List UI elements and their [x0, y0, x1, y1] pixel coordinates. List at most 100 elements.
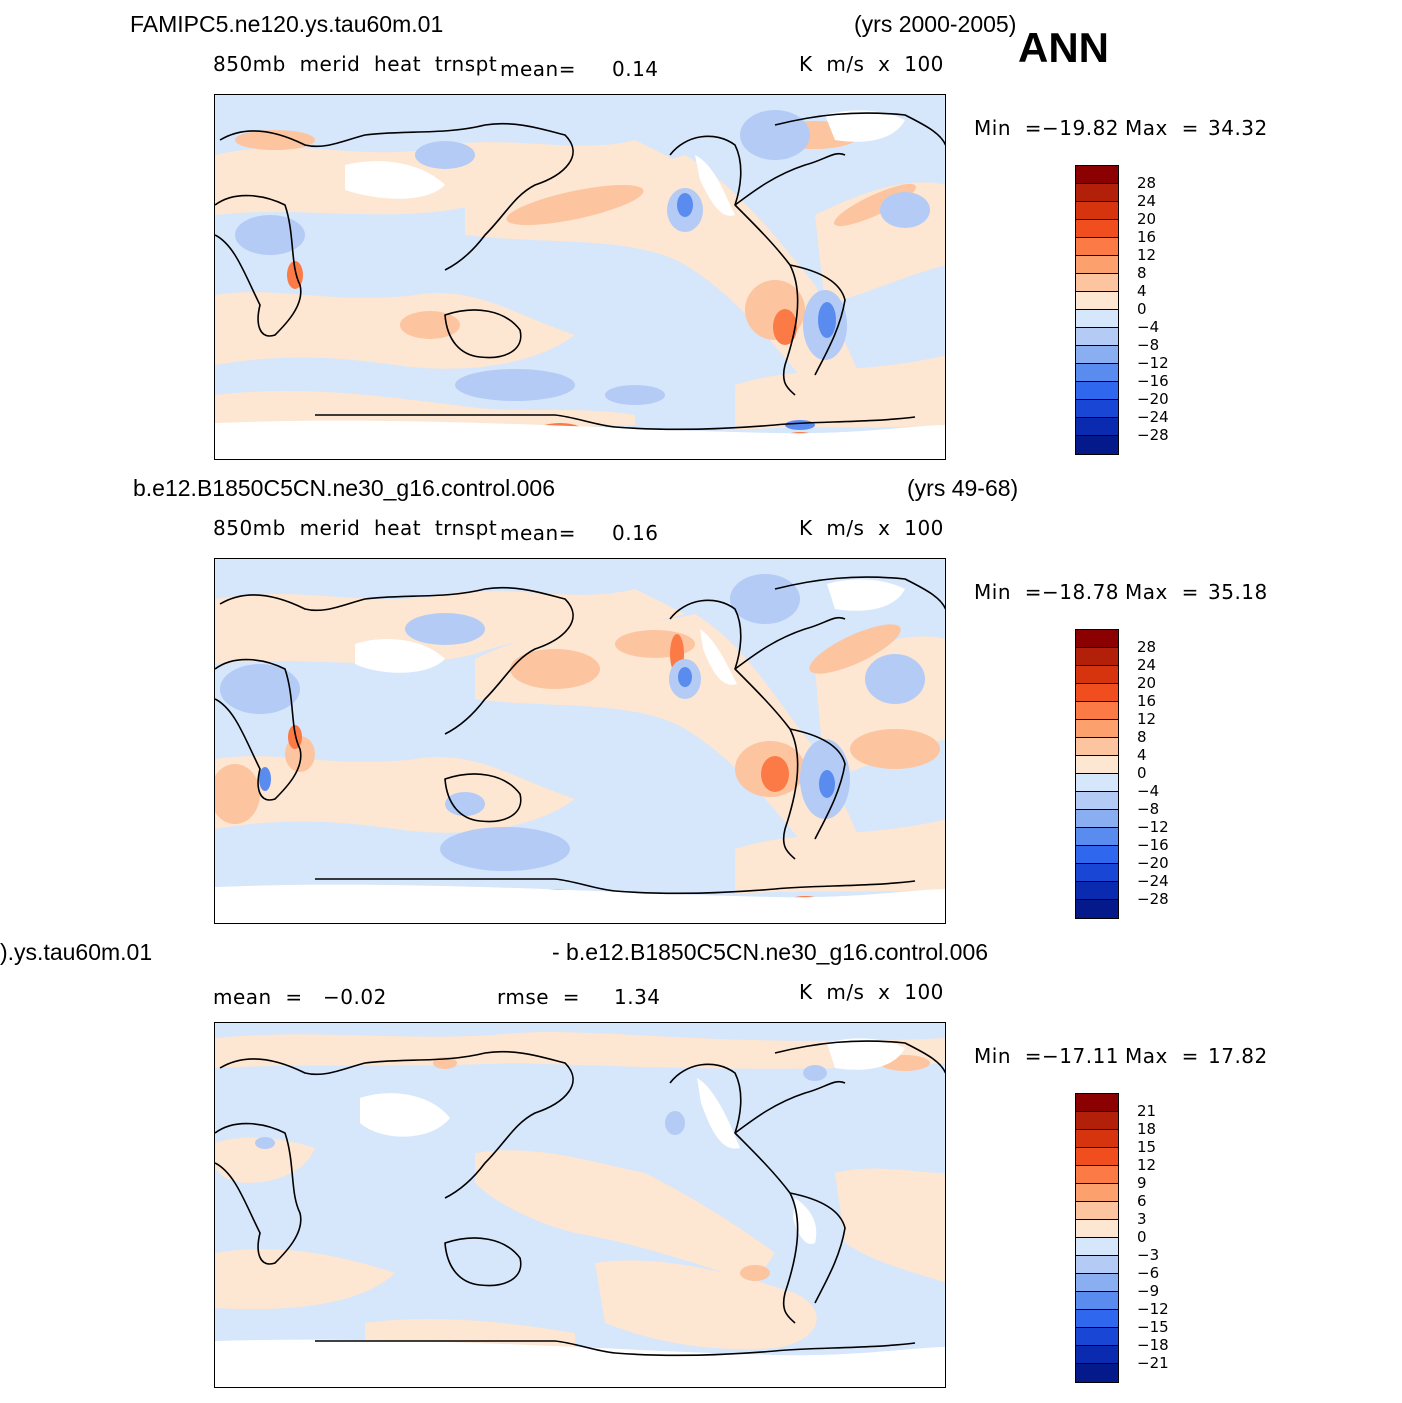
coastlines — [215, 1040, 945, 1357]
colorbar-swatch — [1076, 648, 1118, 666]
colorbar-label: −16 — [1137, 372, 1169, 390]
panel-middle-max-value: 35.18 — [1208, 580, 1268, 604]
colorbar-label: 24 — [1137, 656, 1157, 674]
colorbar-swatch — [1076, 792, 1118, 810]
colorbar-label: 4 — [1137, 282, 1147, 300]
colorbar-swatch — [1076, 864, 1118, 882]
colorbar-swatch — [1076, 738, 1118, 756]
panel-top-case-title: FAMIPC5.ne120.ys.tau60m.01 — [130, 11, 444, 37]
panel-bottom-rmse-value: 1.34 — [614, 985, 661, 1009]
panel-bottom-min-value: −17.11 — [1042, 1044, 1120, 1068]
colorbar-swatch — [1076, 238, 1118, 256]
negative-anomaly-regions — [235, 110, 930, 405]
colorbar-label: 3 — [1137, 1210, 1147, 1228]
colorbar-swatch — [1076, 810, 1118, 828]
colorbar-swatch — [1076, 1346, 1118, 1364]
panel-middle-map — [214, 558, 946, 924]
colorbar-swatch — [1076, 1184, 1118, 1202]
colorbar-label: −4 — [1137, 318, 1160, 336]
colorbar-label: −12 — [1137, 354, 1169, 372]
panel-bottom-case-b: - b.e12.B1850C5CN.ne30_g16.control.006 — [552, 939, 989, 965]
colorbar-label: 16 — [1137, 228, 1157, 246]
colorbar-swatch — [1076, 1274, 1118, 1292]
colorbar-swatch — [1076, 1256, 1118, 1274]
panel-bottom-units: K m/s x 100 — [799, 980, 944, 1004]
colorbar-label: −12 — [1137, 1300, 1169, 1318]
colorbar-swatch — [1076, 346, 1118, 364]
colorbar-label: −28 — [1137, 890, 1169, 908]
panel-top-colorbar — [1075, 165, 1119, 455]
panel-top-variable: 850mb merid heat trnspt — [213, 52, 498, 76]
negative-anomaly-regions — [220, 574, 925, 871]
panel-top-max-value: 34.32 — [1208, 116, 1268, 140]
missing-data-regions — [215, 1038, 945, 1387]
colorbar-label: 20 — [1137, 674, 1157, 692]
panel-middle-min-label: Min = — [974, 580, 1042, 604]
colorbar-swatch — [1076, 1130, 1118, 1148]
panel-top-min-value: −19.82 — [1042, 116, 1120, 140]
colorbar-swatch — [1076, 900, 1118, 918]
colorbar-label: 28 — [1137, 638, 1157, 656]
colorbar-label: 12 — [1137, 1156, 1157, 1174]
panel-top-max-label: Max = — [1125, 116, 1199, 140]
panel-top-mean-value: 0.14 — [612, 57, 659, 81]
colorbar-label: 12 — [1137, 710, 1157, 728]
colorbar-swatch — [1076, 184, 1118, 202]
panel-bottom-max-label: Max = — [1125, 1044, 1199, 1068]
colorbar-label: −21 — [1137, 1354, 1169, 1372]
positive-anomaly-regions — [215, 1032, 945, 1355]
colorbar-label: 0 — [1137, 300, 1147, 318]
colorbar-swatch — [1076, 882, 1118, 900]
colorbar-swatch — [1076, 1112, 1118, 1130]
positive-anomaly-regions — [215, 589, 945, 894]
panel-bottom-min-label: Min = — [974, 1044, 1042, 1068]
colorbar-label: −12 — [1137, 818, 1169, 836]
colorbar-swatch — [1076, 364, 1118, 382]
colorbar-label: −8 — [1137, 336, 1160, 354]
colorbar-label: −24 — [1137, 872, 1169, 890]
colorbar-label: 12 — [1137, 246, 1157, 264]
missing-data-regions — [215, 110, 945, 459]
colorbar-swatch — [1076, 202, 1118, 220]
colorbar-swatch — [1076, 1292, 1118, 1310]
colorbar-swatch — [1076, 256, 1118, 274]
panel-middle-mean-value: 0.16 — [612, 521, 659, 545]
colorbar-label: −6 — [1137, 1264, 1160, 1282]
colorbar-swatch — [1076, 702, 1118, 720]
panel-top-min-label: Min = — [974, 116, 1042, 140]
colorbar-label: −16 — [1137, 836, 1169, 854]
colorbar-label: 6 — [1137, 1192, 1147, 1210]
colorbar-swatch — [1076, 1328, 1118, 1346]
colorbar-swatch — [1076, 1238, 1118, 1256]
colorbar-label: 18 — [1137, 1120, 1157, 1138]
colorbar-swatch — [1076, 292, 1118, 310]
colorbar-swatch — [1076, 400, 1118, 418]
colorbar-label: 21 — [1137, 1102, 1157, 1120]
panel-middle-colorbar — [1075, 629, 1119, 919]
colorbar-swatch — [1076, 1220, 1118, 1238]
colorbar-label: 28 — [1137, 174, 1157, 192]
colorbar-label: 8 — [1137, 728, 1147, 746]
panel-top-mean-label: mean= — [500, 57, 576, 81]
colorbar-swatch — [1076, 382, 1118, 400]
colorbar-swatch — [1076, 274, 1118, 292]
colorbar-swatch — [1076, 1310, 1118, 1328]
colorbar-swatch — [1076, 1166, 1118, 1184]
panel-middle-variable: 850mb merid heat trnspt — [213, 516, 498, 540]
colorbar-label: −15 — [1137, 1318, 1169, 1336]
colorbar-label: −3 — [1137, 1246, 1160, 1264]
coastlines — [215, 112, 945, 431]
colorbar-swatch — [1076, 828, 1118, 846]
colorbar-label: 16 — [1137, 692, 1157, 710]
colorbar-swatch — [1076, 1094, 1118, 1112]
panel-bottom-mean-label: mean = — [213, 985, 303, 1009]
colorbar-swatch — [1076, 436, 1118, 454]
panel-bottom-colorbar — [1075, 1093, 1119, 1383]
panel-middle-min-value: −18.78 — [1042, 580, 1120, 604]
panel-middle-mean-label: mean= — [500, 521, 576, 545]
colorbar-swatch — [1076, 774, 1118, 792]
colorbar-swatch — [1076, 1148, 1118, 1166]
colorbar-label: −18 — [1137, 1336, 1169, 1354]
negative-anomaly-regions — [255, 1065, 827, 1149]
